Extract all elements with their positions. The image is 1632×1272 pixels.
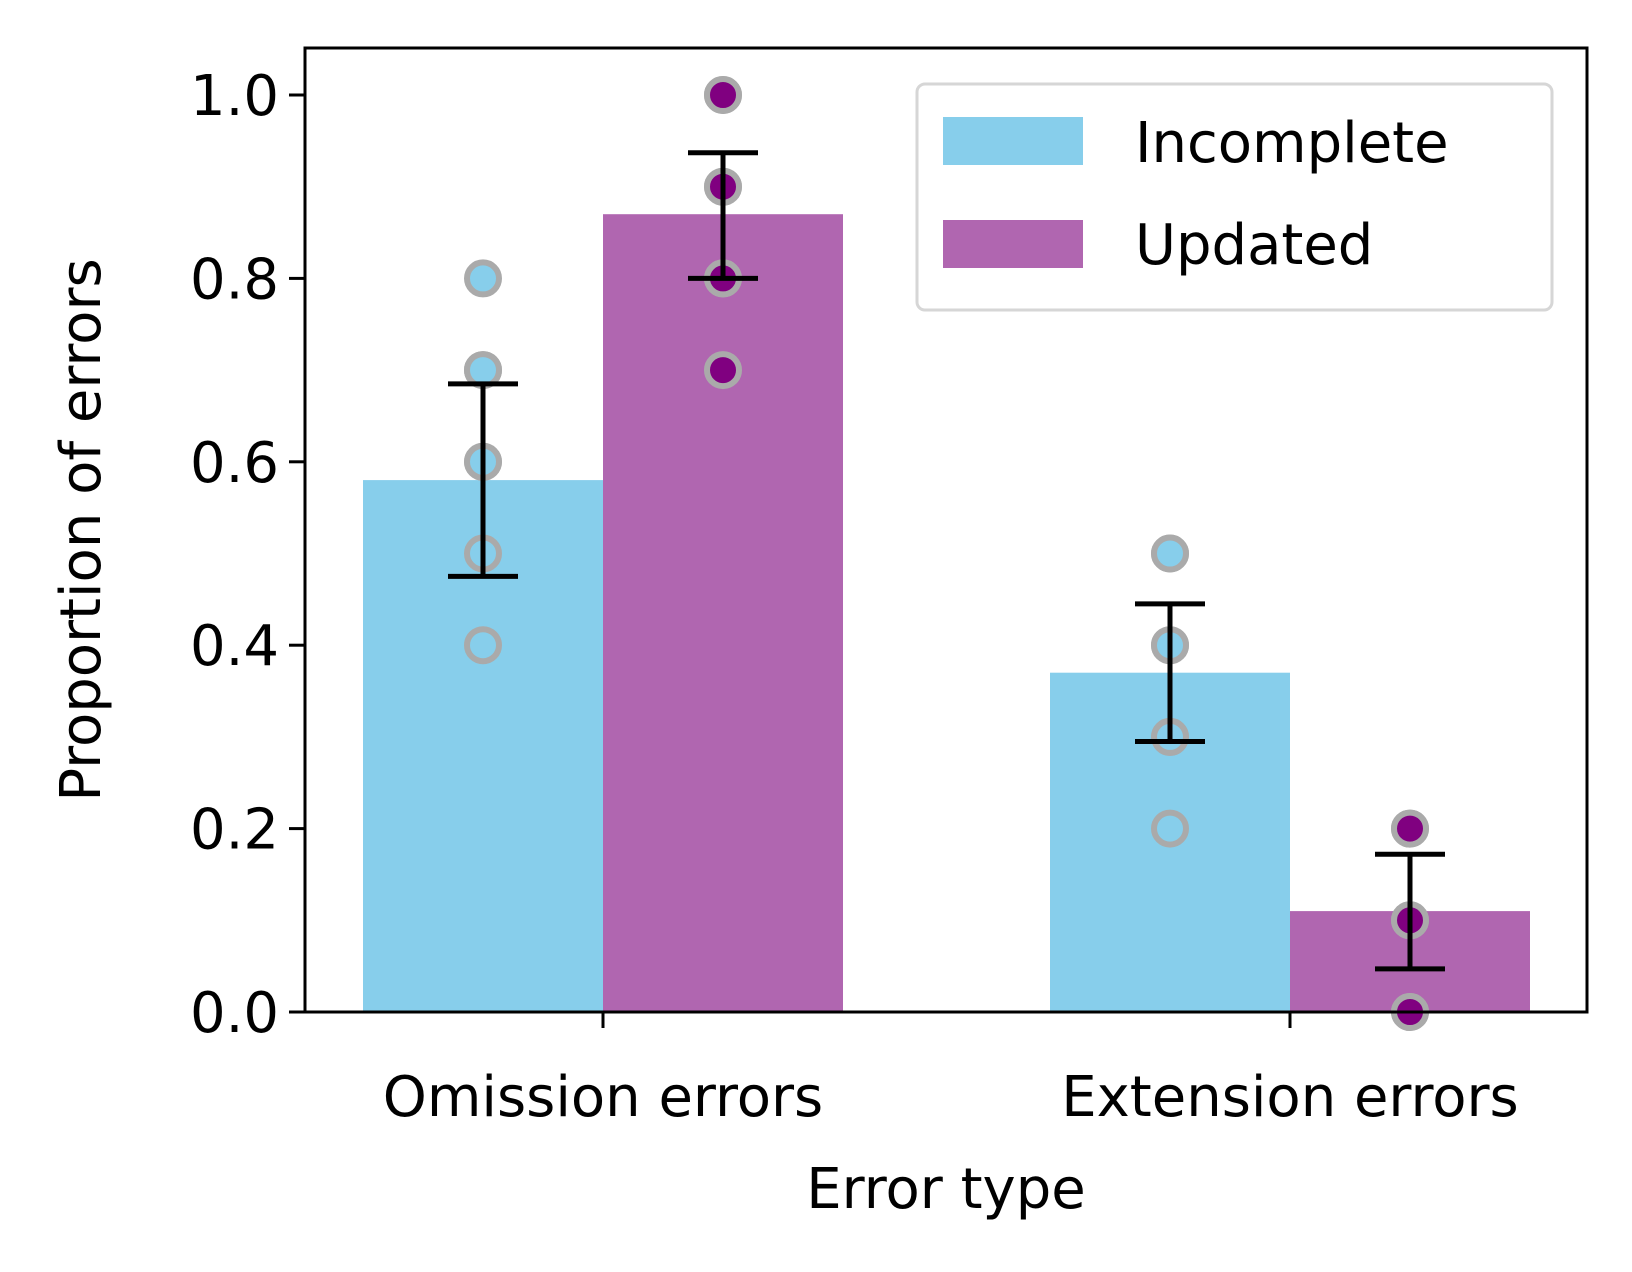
data-point-updated-0-6 bbox=[704, 76, 742, 114]
data-point-incomplete-0-5 bbox=[464, 351, 502, 390]
data-point-updated-0-0 bbox=[704, 351, 742, 390]
data-point-updated-1-5 bbox=[1391, 809, 1429, 848]
legend-label-updated: Updated bbox=[1135, 213, 1373, 278]
x-axis-label: Error type bbox=[806, 1157, 1085, 1222]
data-point-incomplete-1-6 bbox=[1151, 534, 1189, 573]
bars-layer bbox=[363, 214, 1530, 1013]
legend: Incomplete Updated bbox=[915, 82, 1554, 312]
plot-frame bbox=[303, 46, 1589, 1014]
y-tick-label-0: 0.0 bbox=[190, 981, 279, 1046]
data-point-incomplete-0-0 bbox=[464, 626, 502, 665]
y-axis: 0.0 0.2 0.4 0.6 0.8 1.0 bbox=[190, 64, 305, 1046]
y-tick-label-1: 0.2 bbox=[190, 798, 279, 863]
legend-swatch-updated bbox=[943, 220, 1083, 268]
x-tick-label-0: Omission errors bbox=[383, 1065, 823, 1130]
bar-updated-0 bbox=[603, 214, 843, 1012]
data-point-incomplete-0-6 bbox=[464, 259, 502, 298]
y-axis-label: Proportion of errors bbox=[49, 258, 114, 801]
x-axis: Omission errors Extension errors bbox=[383, 1012, 1519, 1130]
error-bars-layer bbox=[448, 150, 1445, 972]
legend-label-incomplete: Incomplete bbox=[1135, 111, 1449, 176]
x-tick-label-1: Extension errors bbox=[1061, 1065, 1518, 1130]
y-tick-label-3: 0.6 bbox=[190, 431, 279, 496]
data-point-incomplete-1-0 bbox=[1151, 809, 1189, 848]
y-tick-label-2: 0.4 bbox=[190, 614, 279, 679]
y-tick-label-4: 0.8 bbox=[190, 247, 279, 312]
y-tick-label-5: 1.0 bbox=[190, 64, 279, 129]
legend-swatch-incomplete bbox=[943, 117, 1083, 165]
